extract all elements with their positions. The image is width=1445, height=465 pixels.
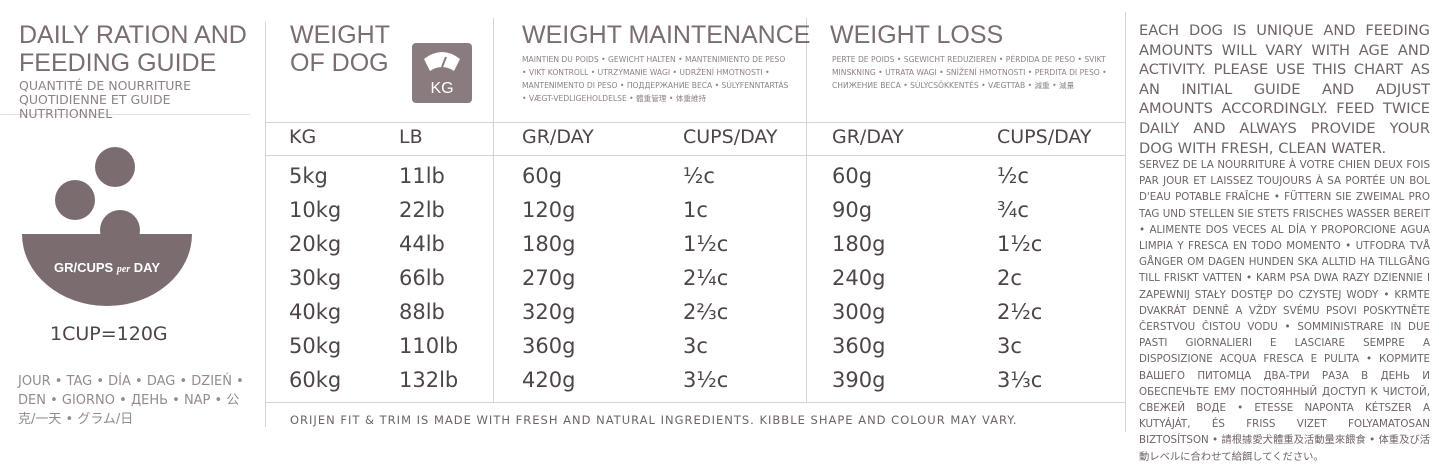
table-cell: ¾c [997, 198, 1029, 222]
title: DAILY RATION AND FEEDING GUIDE [19, 21, 247, 77]
table-cell: 180g [832, 232, 886, 256]
column-header: CUPS/DAY [997, 126, 1092, 148]
table-cell: 2¼c [683, 266, 729, 290]
bowl-graphic: GR/CUPS per DAY [22, 147, 192, 306]
table-cell: 30kg [289, 266, 342, 290]
notes-english: EACH DOG IS UNIQUE AND FEEDING AMOUNTS W… [1139, 22, 1430, 157]
bowl-label: DAY [134, 260, 161, 275]
table-cell: ½c [997, 164, 1029, 188]
table-cell: 1½c [683, 232, 729, 256]
footer: ORIJEN FIT & TRIM IS MADE WITH FRESH AND… [290, 413, 1018, 427]
bowl-label: per [116, 264, 130, 275]
table-cell: 2⅔c [683, 300, 729, 324]
table-cell: 360g [522, 334, 576, 358]
rule [266, 155, 1125, 156]
table-cell: 60g [522, 164, 563, 188]
weight-heading: WEIGHT OF DOG [290, 21, 390, 77]
table-cell: 240g [832, 266, 886, 290]
table-cell: 22lb [399, 198, 445, 222]
column-header: GR/DAY [522, 126, 594, 148]
page: DAILY RATION AND FEEDING GUIDE QUANTITÉ … [0, 12, 1430, 463]
per-day: JOUR • TAG • DÍA • DAG • DZIEŃ • DEN • G… [18, 374, 244, 427]
group-subtitle: MAINTIEN DU POIDS • GEWICHT HALTEN • MAN… [522, 55, 789, 103]
notes-translations: SERVEZ DE LA NOURRITURE À VOTRE CHIEN DE… [1139, 159, 1430, 463]
table-cell: 1c [683, 198, 708, 222]
table-cell: 20kg [289, 232, 342, 256]
table-cell: 3½c [683, 368, 729, 392]
column-header: GR/DAY [832, 126, 904, 148]
subtitle: QUANTITÉ DE NOURRITURE QUOTIDIENNE ET GU… [19, 78, 191, 121]
table-cell: 44lb [399, 232, 445, 256]
table-cell: 3c [997, 334, 1022, 358]
icon-label: KG [430, 80, 453, 97]
table-cell: 60g [832, 164, 873, 188]
divider [1125, 12, 1126, 432]
rule [266, 122, 1125, 123]
conversion: 1CUP=120G [50, 323, 168, 345]
divider [493, 18, 494, 403]
table-cell: 10kg [289, 198, 342, 222]
rule [0, 114, 250, 115]
table-cell: 50kg [289, 334, 342, 358]
table-cell: 110lb [399, 334, 459, 358]
table-cell: 2c [997, 266, 1022, 290]
group-title: WEIGHT LOSS [830, 21, 1004, 49]
table-cell: 180g [522, 232, 576, 256]
table-cell: 2½c [997, 300, 1043, 324]
table-cell: 132lb [399, 368, 459, 392]
divider [265, 22, 266, 427]
table-cell: 1½c [997, 232, 1043, 256]
column-header: CUPS/DAY [683, 126, 778, 148]
group-title: WEIGHT MAINTENANCE [522, 21, 811, 49]
table-cell: 11lb [399, 164, 445, 188]
table-cell: 3c [683, 334, 708, 358]
table-cell: 40kg [289, 300, 342, 324]
rule [266, 402, 1125, 403]
table-cell: 120g [522, 198, 576, 222]
group-subtitle: PERTE DE POIDS • SGEWICHT REDUZIEREN • P… [832, 55, 1107, 90]
column-header: KG [289, 126, 317, 148]
table-cell: 5kg [289, 164, 328, 188]
table-cell: 360g [832, 334, 886, 358]
table-cell: 390g [832, 368, 886, 392]
table-cell: 88lb [399, 300, 445, 324]
column-header: LB [399, 126, 423, 148]
divider [806, 18, 807, 403]
table-cell: 270g [522, 266, 576, 290]
table-cell: 66lb [399, 266, 445, 290]
table-cell: 3⅓c [997, 368, 1043, 392]
svg-text:GR/CUPS per DAY: GR/CUPS per DAY [54, 260, 160, 275]
kg-icon: KG [412, 43, 472, 103]
bowl-label: GR/CUPS [54, 260, 114, 275]
table-cell: 60kg [289, 368, 342, 392]
table-cell: 300g [832, 300, 886, 324]
table-cell: 90g [832, 198, 873, 222]
table-cell: 320g [522, 300, 576, 324]
table-cell: ½c [683, 164, 715, 188]
table-cell: 420g [522, 368, 576, 392]
